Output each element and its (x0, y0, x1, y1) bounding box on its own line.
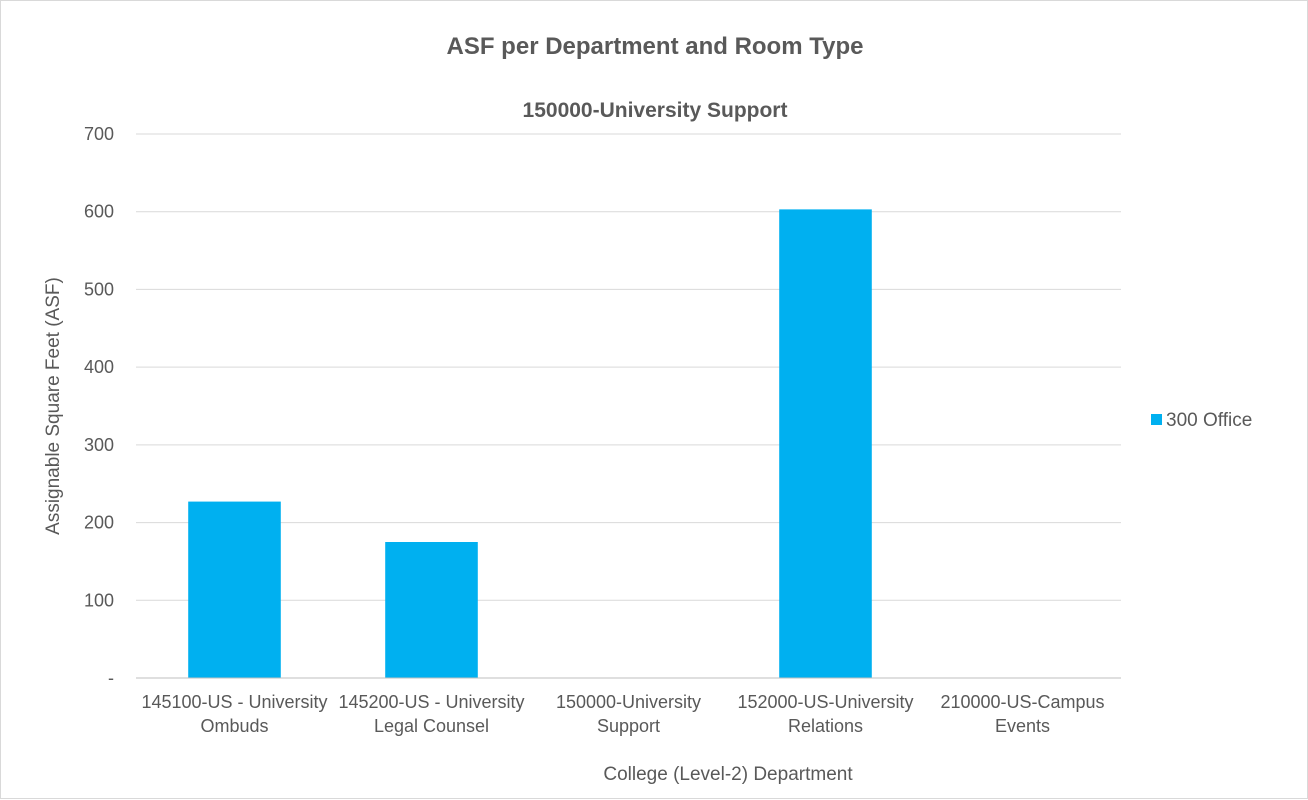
x-tick-label: 210000-US-Campus Events (940, 692, 1104, 736)
x-tick-label: 152000-US-University Relations (737, 692, 913, 736)
y-tick-label: - (108, 668, 114, 688)
x-tick-label: 150000-University Support (556, 692, 701, 736)
y-tick-label: 500 (84, 279, 114, 299)
y-axis-title: Assignable Square Feet (ASF) (43, 277, 64, 535)
y-tick-label: 100 (84, 590, 114, 610)
y-tick-labels: - 100 200 300 400 500 600 700 (84, 124, 114, 688)
bar (779, 209, 872, 678)
legend: 300 Office (1151, 410, 1252, 431)
y-tick-label: 200 (84, 513, 114, 533)
bars (188, 209, 872, 678)
bar (188, 501, 281, 678)
bar (385, 542, 478, 678)
x-axis-title: College (Level-2) Department (603, 764, 853, 785)
x-tick-label: 145100-US - University Ombuds (141, 692, 327, 736)
chart-title: ASF per Department and Room Type (447, 33, 864, 60)
x-tick-label: 145200-US - University Legal Counsel (338, 692, 524, 736)
legend-swatch (1151, 414, 1162, 425)
chart-subtitle: 150000-University Support (523, 99, 788, 122)
legend-label: 300 Office (1166, 410, 1252, 431)
y-tick-label: 700 (84, 124, 114, 144)
y-tick-label: 300 (84, 435, 114, 455)
y-tick-label: 600 (84, 202, 114, 222)
y-tick-label: 400 (84, 357, 114, 377)
gridlines (136, 133, 1121, 601)
